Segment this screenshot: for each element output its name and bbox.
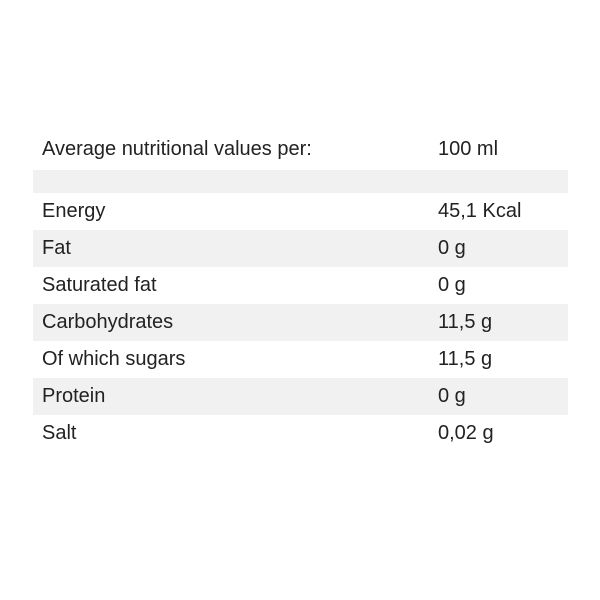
nutrient-name: Energy — [42, 200, 106, 222]
header-label: Average nutritional values per: — [42, 138, 312, 160]
header-row: Average nutritional values per: 100 ml — [33, 131, 568, 168]
nutrient-amount: 0 g — [438, 385, 466, 407]
table-row: Of which sugars 11,5 g — [33, 341, 568, 378]
nutrient-name: Protein — [42, 385, 106, 407]
table-row: Salt 0,02 g — [33, 415, 568, 452]
nutrient-amount: 11,5 g — [438, 311, 493, 333]
table-row: Saturated fat 0 g — [33, 267, 568, 304]
table-row: Protein 0 g — [33, 378, 568, 415]
nutrient-amount: 0,02 g — [438, 422, 494, 444]
nutrient-amount: 11,5 g — [438, 348, 493, 370]
table-row: Carbohydrates 11,5 g — [33, 304, 568, 341]
nutrient-name: Fat — [42, 237, 71, 259]
nutrient-amount: 0 g — [438, 237, 466, 259]
table-row: Fat 0 g — [33, 230, 568, 267]
nutrient-name: Saturated fat — [42, 274, 157, 296]
nutrient-name: Carbohydrates — [42, 311, 174, 333]
header-unit: 100 ml — [438, 138, 499, 160]
spacer-row — [33, 170, 568, 193]
nutrient-name: Of which sugars — [42, 348, 186, 370]
nutrient-name: Salt — [42, 422, 77, 444]
nutrient-amount: 45,1 Kcal — [438, 200, 522, 222]
nutrient-amount: 0 g — [438, 274, 466, 296]
table-row: Energy 45,1 Kcal — [33, 193, 568, 230]
